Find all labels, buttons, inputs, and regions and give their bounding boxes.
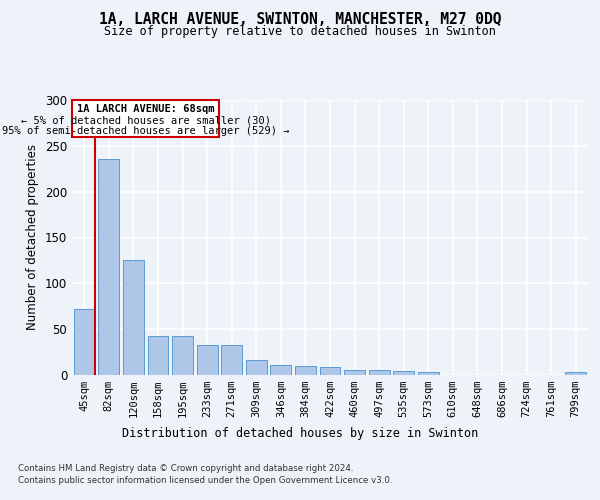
Bar	[393, 372, 414, 375]
FancyBboxPatch shape	[73, 100, 220, 136]
Bar	[74, 309, 95, 375]
Bar	[98, 158, 119, 375]
Text: 95% of semi-detached houses are larger (529) →: 95% of semi-detached houses are larger (…	[2, 126, 290, 136]
Y-axis label: Number of detached properties: Number of detached properties	[26, 144, 40, 330]
Bar	[344, 370, 365, 375]
Bar	[295, 366, 316, 375]
Bar	[368, 370, 389, 375]
Bar	[221, 345, 242, 375]
Text: Distribution of detached houses by size in Swinton: Distribution of detached houses by size …	[122, 428, 478, 440]
Bar	[148, 336, 169, 375]
Bar	[565, 372, 586, 375]
Bar	[246, 360, 267, 375]
Text: Size of property relative to detached houses in Swinton: Size of property relative to detached ho…	[104, 25, 496, 38]
Bar	[197, 345, 218, 375]
Text: 1A, LARCH AVENUE, SWINTON, MANCHESTER, M27 0DQ: 1A, LARCH AVENUE, SWINTON, MANCHESTER, M…	[99, 12, 501, 28]
Bar	[320, 367, 340, 375]
Bar	[418, 372, 439, 375]
Text: Contains HM Land Registry data © Crown copyright and database right 2024.: Contains HM Land Registry data © Crown c…	[18, 464, 353, 473]
Bar	[271, 365, 292, 375]
Text: 1A LARCH AVENUE: 68sqm: 1A LARCH AVENUE: 68sqm	[77, 104, 215, 114]
Text: ← 5% of detached houses are smaller (30): ← 5% of detached houses are smaller (30)	[21, 115, 271, 125]
Bar	[172, 336, 193, 375]
Text: Contains public sector information licensed under the Open Government Licence v3: Contains public sector information licen…	[18, 476, 392, 485]
Bar	[123, 260, 144, 375]
